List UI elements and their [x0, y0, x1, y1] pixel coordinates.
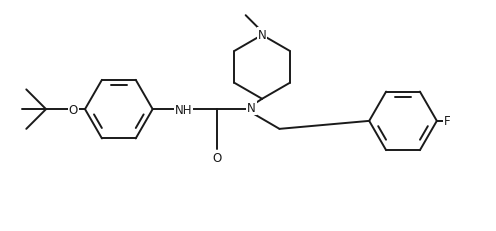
Text: N: N	[258, 29, 266, 42]
Text: NH: NH	[175, 103, 192, 116]
Text: O: O	[213, 151, 222, 164]
Text: O: O	[68, 103, 78, 116]
Text: F: F	[444, 115, 451, 128]
Text: N: N	[247, 101, 255, 114]
